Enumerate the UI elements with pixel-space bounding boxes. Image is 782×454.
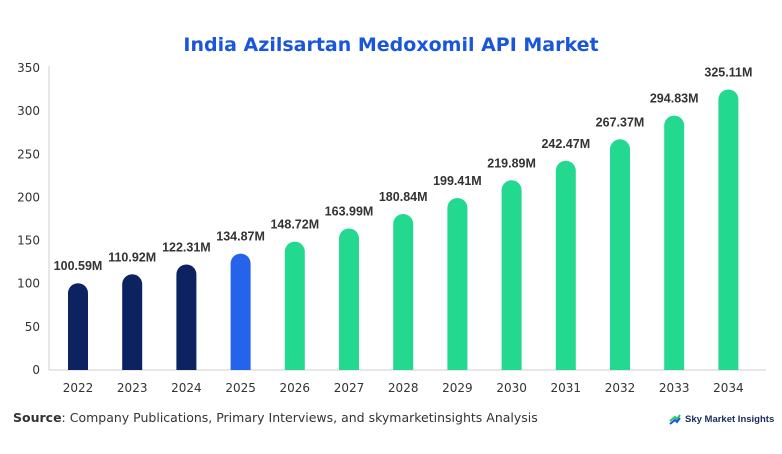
x-tick-label: 2023 — [117, 381, 148, 395]
x-tick-label: 2033 — [659, 381, 690, 395]
y-tick-label: 50 — [25, 320, 40, 334]
source-note: Source: Company Publications, Primary In… — [13, 410, 538, 425]
data-label-2024: 122.31M — [162, 240, 211, 254]
brand-name: Sky Market Insights — [685, 413, 775, 425]
chart-title: India Azilsartan Medoxomil API Market — [183, 34, 598, 56]
x-axis: 2022 2023 2024 2025 2026 2027 2028 2029 2030 2031… — [49, 369, 766, 395]
x-tick-label: 2030 — [496, 381, 527, 395]
bar-2028 — [393, 213, 414, 370]
bar-2031 — [555, 160, 576, 370]
data-label-2028: 180.84M — [379, 190, 428, 204]
bar-2030 — [501, 180, 522, 370]
y-tick-label: 250 — [17, 147, 40, 161]
bar-2025 — [230, 253, 251, 370]
y-tick-label: 200 — [17, 190, 40, 204]
data-label-2033: 294.83M — [650, 92, 699, 106]
x-tick-label: 2022 — [63, 381, 94, 395]
data-label-2030: 219.89M — [487, 156, 536, 170]
bar-2029 — [447, 197, 468, 370]
bar-2033 — [664, 115, 685, 371]
bar-2032 — [610, 139, 630, 370]
source-label: Source — [13, 410, 62, 425]
bar-2022 — [68, 283, 88, 370]
x-tick-label: 2034 — [713, 381, 744, 395]
y-tick-label: 150 — [17, 234, 40, 248]
bar-2023 — [122, 274, 143, 370]
bar-2024 — [176, 264, 197, 370]
y-tick-label: 300 — [17, 104, 40, 118]
y-tick-label: 350 — [17, 61, 40, 75]
x-tick-label: 2024 — [171, 381, 202, 395]
x-tick-label: 2031 — [551, 381, 582, 395]
data-label-2023: 110.92M — [108, 250, 156, 264]
data-labels: 100.59M 110.92M 122.31M 134.87M 148.72M 163.9… — [54, 65, 753, 273]
bar-2026 — [284, 241, 305, 370]
x-tick-label: 2027 — [334, 381, 365, 395]
x-tick-label: 2032 — [605, 381, 636, 395]
data-label-2026: 148.72M — [270, 218, 319, 232]
bars — [68, 89, 739, 371]
y-axis: 0 50 100 150 200 250 300 350 — [17, 61, 50, 377]
data-label-2027: 163.99M — [325, 205, 374, 219]
data-label-2034: 325.11M — [704, 65, 752, 79]
data-label-2032: 267.37M — [596, 115, 645, 129]
brand-icon — [669, 414, 681, 425]
data-label-2025: 134.87M — [216, 230, 265, 244]
data-label-2022: 100.59M — [54, 259, 103, 273]
x-tick-label: 2028 — [388, 381, 419, 395]
x-tick-label: 2026 — [280, 381, 311, 395]
bar-2034 — [718, 89, 739, 371]
brand-logo: Sky Market Insights — [668, 412, 774, 426]
source-text: : Company Publications, Primary Intervie… — [61, 410, 538, 425]
data-label-2029: 199.41M — [433, 174, 482, 188]
x-tick-label: 2025 — [225, 381, 256, 395]
x-tick-label: 2029 — [442, 381, 473, 395]
y-tick-label: 100 — [17, 277, 40, 291]
y-tick-label: 0 — [32, 363, 40, 377]
bar-2027 — [339, 228, 359, 370]
data-label-2031: 242.47M — [541, 137, 590, 151]
